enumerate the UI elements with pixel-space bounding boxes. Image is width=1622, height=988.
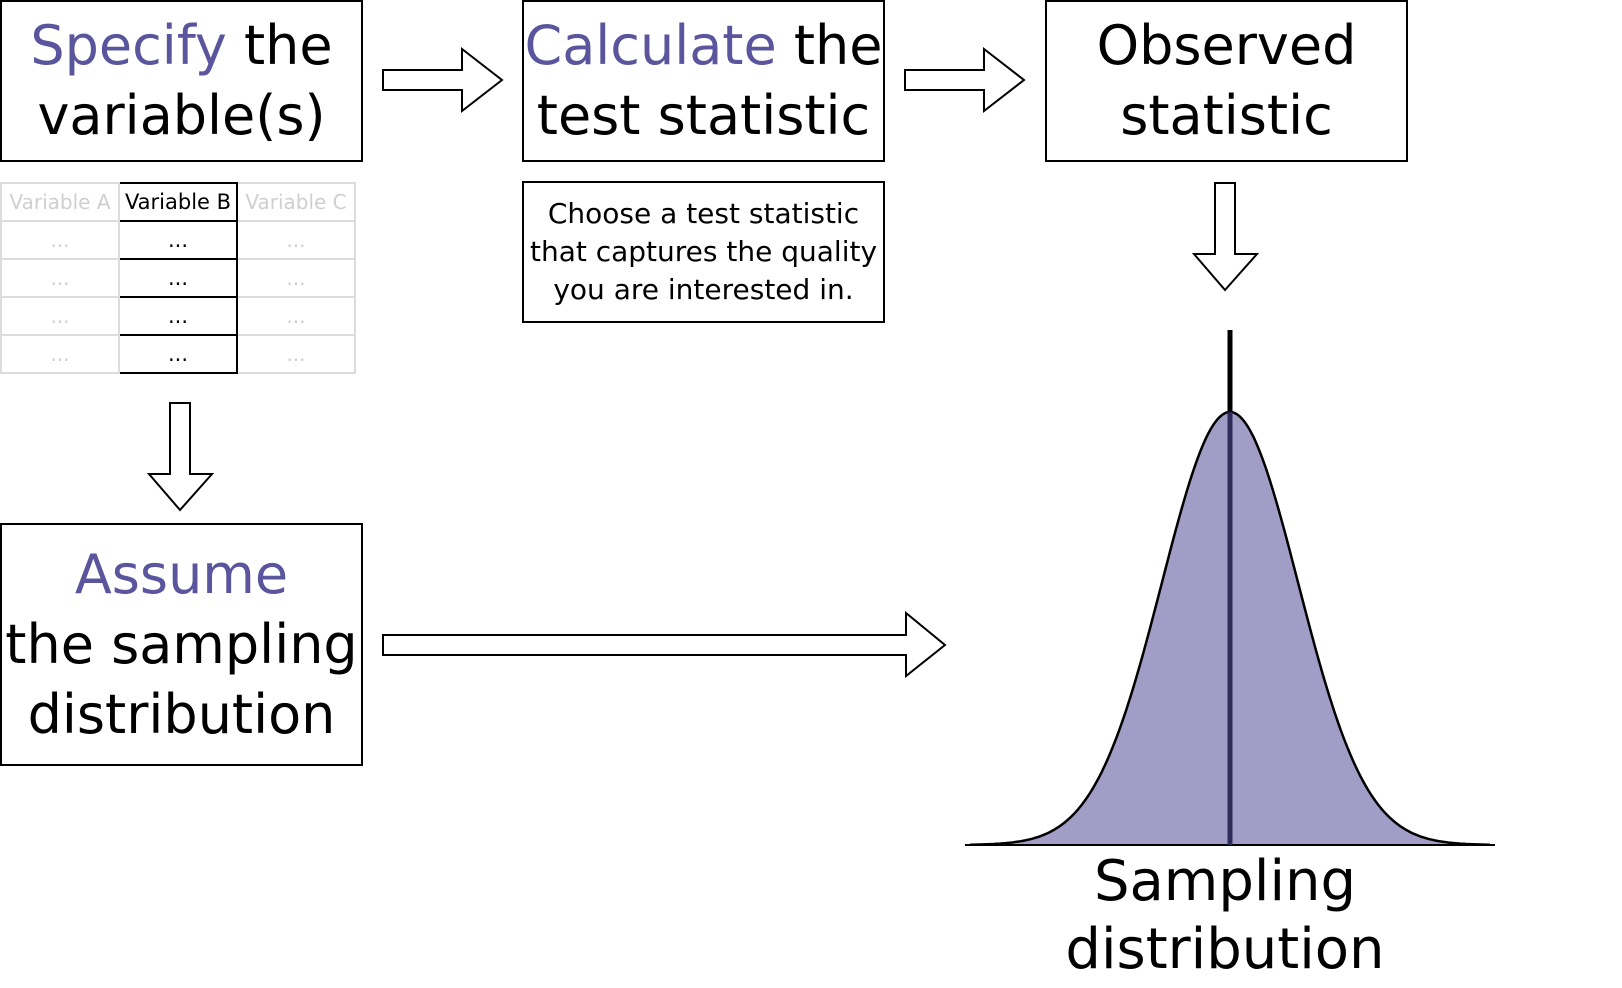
observed-box: Observed statistic (1045, 0, 1408, 162)
header-variable-b: Variable B (118, 182, 238, 222)
down-arrow-icon (1191, 182, 1260, 292)
table-cell: ... (0, 296, 120, 336)
assume-line-3: distribution (27, 682, 336, 746)
assume-highlight: Assume (74, 542, 289, 606)
header-variable-c: Variable C (236, 182, 356, 222)
table-row: ... ... ... (0, 334, 356, 374)
table-cell: ... (236, 296, 356, 336)
table-cell: ... (0, 258, 120, 298)
specify-highlight: Specify (30, 14, 227, 77)
sampling-distribution-curve (965, 330, 1495, 846)
table-header-row: Variable A Variable B Variable C (0, 182, 356, 222)
long-right-arrow-icon (382, 610, 947, 679)
calculate-rest: the (776, 14, 883, 77)
table-cell: ... (118, 296, 238, 336)
assume-box: Assume the sampling distribution (0, 523, 363, 766)
right-arrow-icon (904, 46, 1026, 114)
table-row: ... ... ... (0, 258, 356, 298)
specify-rest: the (226, 14, 333, 77)
specify-box: Specify the variable(s) (0, 0, 363, 162)
specify-line-1: Specify the (30, 11, 332, 81)
calculate-line-1: Calculate the (525, 11, 883, 81)
table-cell: ... (236, 334, 356, 374)
calculate-line-2: test statistic (536, 84, 871, 147)
sampling-distribution-label: Sampling distribution (1065, 849, 1385, 982)
observed-line-1: Observed (1096, 14, 1357, 77)
table-cell: ... (118, 220, 238, 260)
specify-line-2: variable(s) (37, 84, 326, 147)
observed-line-2: statistic (1120, 84, 1333, 147)
table-cell: ... (0, 334, 120, 374)
calculate-highlight: Calculate (524, 14, 777, 77)
test-statistic-note: Choose a test statistic that captures th… (522, 181, 885, 323)
down-arrow-icon (146, 402, 215, 512)
note-line-3: you are interested in. (553, 273, 854, 306)
header-variable-a: Variable A (0, 182, 120, 222)
assume-line-2: the sampling (5, 612, 358, 676)
calculate-box: Calculate the test statistic (522, 0, 885, 162)
table-cell: ... (0, 220, 120, 260)
table-cell: ... (236, 258, 356, 298)
variables-table: Variable A Variable B Variable C ... ...… (0, 182, 356, 374)
right-arrow-icon (382, 46, 504, 114)
table-row: ... ... ... (0, 296, 356, 336)
table-cell: ... (118, 334, 238, 374)
table-cell: ... (118, 258, 238, 298)
note-line-2: that captures the quality (529, 235, 878, 268)
note-line-1: Choose a test statistic (547, 197, 860, 230)
table-cell: ... (236, 220, 356, 260)
table-row: ... ... ... (0, 220, 356, 260)
